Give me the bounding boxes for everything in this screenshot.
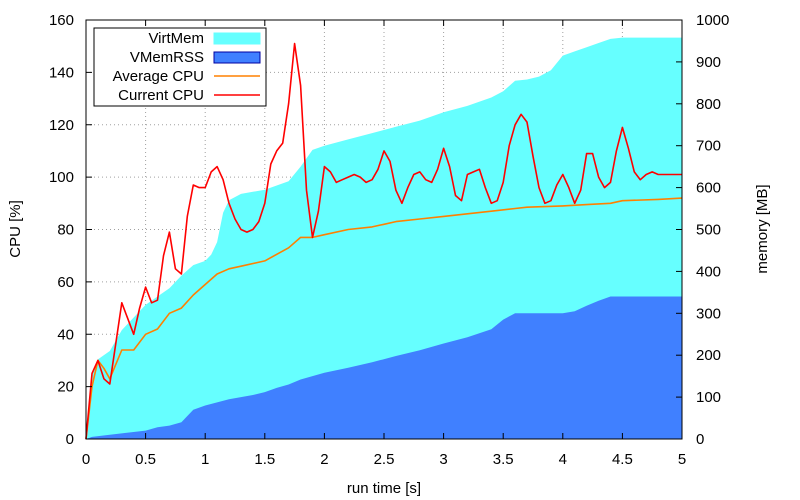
y-right-axis-title: memory [MB] [754,184,771,273]
legend-label-average-cpu: Average CPU [113,68,204,85]
y-right-tick-label: 500 [696,222,721,239]
y-left-tick-label: 20 [57,379,74,396]
x-tick-label: 2 [320,451,328,468]
x-tick-label: 4.5 [612,451,633,468]
y-right-tick-label: 100 [696,389,721,406]
y-right-tick-label: 200 [696,347,721,364]
y-left-axis-title: CPU [%] [7,200,24,258]
line-series [85,42,683,440]
ticks: 0 0.5 1 1.5 2 2.5 3 3.5 4 4.5 50204060801001201401… [49,12,729,468]
y-right-tick-label: 800 [696,96,721,113]
x-tick-label: 5 [678,451,686,468]
x-tick-label: 4 [559,451,567,468]
area-series [86,37,682,439]
y-left-tick-label: 80 [57,222,74,239]
y-left-tick-label: 160 [49,12,74,29]
legend-label-virtmem: VirtMem [148,30,204,47]
x-tick-label: 0.5 [135,451,156,468]
y-left-tick-label: 60 [57,274,74,291]
y-right-tick-label: 300 [696,305,721,322]
y-right-tick-label: 0 [696,431,704,448]
legend-label-vmemrss: VMemRSS [130,49,204,66]
x-tick-label: 3 [439,451,447,468]
x-tick-label: 0 [82,451,90,468]
vmemrss-area [86,296,682,439]
legend-swatch-virtmem [213,32,261,45]
y-right-tick-label: 1000 [696,12,729,29]
legend-swatch-vmemrss [213,51,261,64]
y-right-tick-label: 700 [696,138,721,155]
x-axis-title: run time [s] [347,480,421,497]
y-left-tick-label: 120 [49,117,74,134]
y-right-tick-label: 400 [696,263,721,280]
legend-label-current-cpu: Current CPU [118,87,204,104]
x-tick-label: 3.5 [493,451,514,468]
y-left-tick-label: 0 [66,431,74,448]
legend: VirtMem VMemRSS Average CPU Current CPU [93,27,267,107]
current-cpu-line [85,42,682,440]
y-left-tick-label: 40 [57,326,74,343]
average-cpu-line [85,197,683,440]
x-tick-label: 1.5 [254,451,275,468]
y-right-tick-label: 900 [696,54,721,71]
x-tick-label: 2.5 [374,451,395,468]
y-left-tick-label: 140 [49,64,74,81]
y-right-tick-label: 600 [696,180,721,197]
x-tick-label: 1 [201,451,209,468]
y-left-tick-label: 100 [49,169,74,186]
